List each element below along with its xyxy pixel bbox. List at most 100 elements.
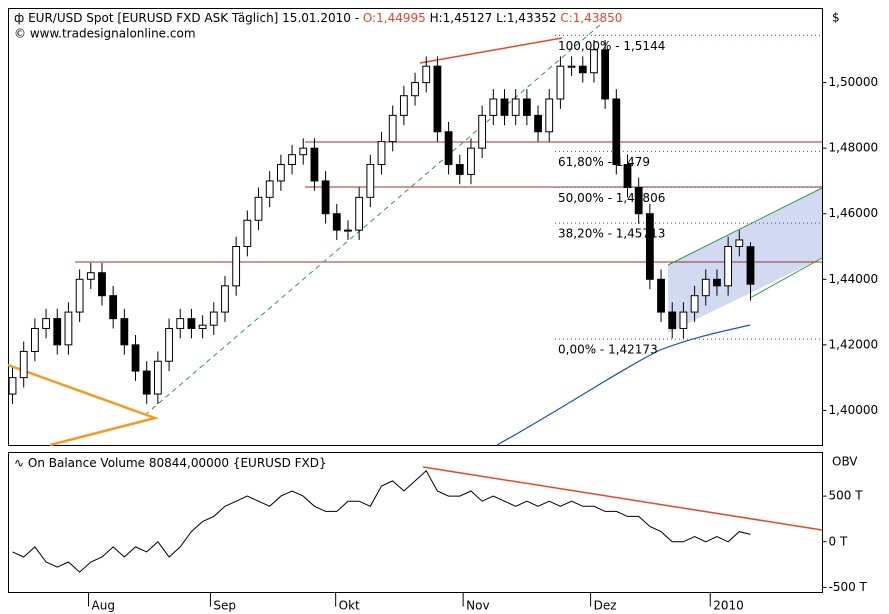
candle-body	[120, 318, 129, 346]
candle-body	[668, 311, 677, 329]
candle-body	[310, 147, 319, 182]
candle-body	[109, 295, 118, 320]
candle-body	[98, 272, 106, 297]
candle-body	[366, 164, 375, 198]
candle-body	[735, 239, 744, 248]
candle-body	[187, 318, 196, 329]
candle-body	[746, 246, 755, 285]
candle-body	[64, 311, 73, 346]
y-tick-label: 1,50000	[829, 75, 879, 89]
candle-body	[332, 213, 341, 231]
y-axis-label: $	[832, 11, 840, 25]
candle-body	[142, 370, 151, 395]
candle-body	[265, 180, 274, 198]
candle-body	[467, 147, 475, 175]
fib-label: 0,00% - 1,42173	[558, 343, 658, 357]
candle-body	[601, 49, 610, 100]
candle-body	[534, 114, 542, 133]
x-tick-label: Aug	[92, 599, 115, 613]
title-icon: ф	[14, 11, 28, 25]
candle-body	[545, 98, 554, 133]
candle-body	[153, 360, 162, 395]
candle-body	[388, 114, 397, 143]
low-label: L:1,43352	[496, 11, 556, 25]
candle-body	[478, 114, 487, 149]
obv-trend-line	[422, 466, 823, 531]
y-tick-label: -500 T	[829, 580, 868, 594]
candle-body	[30, 327, 39, 352]
candle-body	[288, 154, 296, 166]
obv-icon: ∿	[14, 456, 28, 470]
candle-body	[355, 196, 364, 231]
y-tick-label: 1,42000	[829, 337, 879, 351]
candle-body	[344, 229, 352, 232]
candle-body	[645, 213, 654, 280]
candle-body	[254, 196, 263, 221]
candle-body	[590, 49, 598, 74]
candle-body	[221, 285, 229, 313]
candle-body	[701, 278, 710, 297]
channel-upper	[667, 187, 823, 266]
candle-body	[42, 318, 50, 329]
x-tick-label: Sep	[213, 599, 236, 613]
trend-channel	[668, 188, 822, 333]
candle-body	[53, 318, 62, 346]
candle-body	[690, 295, 699, 313]
obv-panel	[8, 452, 823, 593]
fib-label: 38,20% - 1,45713	[558, 227, 665, 241]
price-panel	[8, 8, 823, 446]
candle-body	[578, 65, 587, 74]
trend-line	[419, 37, 563, 64]
x-tick-label: Okt	[339, 599, 360, 613]
x-tick-label: Dez	[594, 599, 617, 613]
chart-title-text: EUR/USD Spot [EURUSD FXD ASK Täglich] 15…	[28, 11, 359, 25]
fib-label: 50,00% - 1,46806	[558, 191, 665, 205]
fib-label: 100,00% - 1,5144	[558, 39, 665, 53]
candle-body	[75, 278, 84, 313]
candle-body	[556, 65, 565, 100]
candle-body	[679, 311, 688, 329]
obv-title-text: On Balance Volume 80844,00000 {EURUSD FX…	[28, 456, 327, 470]
chart-title: ф EUR/USD Spot [EURUSD FXD ASK Täglich] …	[14, 11, 622, 25]
x-tick-label: 2010	[713, 599, 744, 613]
candle-body	[511, 98, 520, 116]
candle-body	[321, 180, 330, 215]
candle-body	[567, 65, 576, 68]
candle-body	[612, 98, 621, 166]
candle-body	[422, 65, 431, 84]
candle-body	[86, 272, 95, 280]
y-tick-label: 500 T	[829, 489, 864, 503]
candle-body	[433, 65, 442, 133]
candle-body	[411, 82, 419, 97]
trend-line	[144, 24, 601, 416]
candle-body	[634, 186, 643, 215]
y-tick-label: 1,40000	[829, 403, 879, 417]
candle-body	[19, 350, 28, 379]
y-axis-label: OBV	[832, 455, 858, 469]
candle-body	[522, 98, 531, 116]
candle-body	[276, 164, 285, 182]
candle-body	[243, 219, 252, 248]
candle-body	[8, 377, 17, 395]
candle-body	[176, 318, 185, 329]
obv-title: ∿ On Balance Volume 80844,00000 {EURUSD …	[14, 456, 327, 470]
candle-body	[657, 278, 665, 313]
candle-body	[198, 324, 207, 329]
candle-body	[724, 246, 733, 287]
fib-label: 61,80% - 1,479	[558, 155, 650, 169]
channel-lower	[749, 257, 823, 299]
candle-body	[299, 147, 308, 156]
moving-average	[496, 324, 751, 446]
y-tick-label: 1,44000	[829, 272, 879, 286]
y-tick-label: 1,48000	[829, 141, 879, 155]
x-tick-label: Nov	[466, 599, 489, 613]
candle-body	[165, 327, 173, 362]
close-label: C:1,43850	[560, 11, 622, 25]
obv-line	[12, 470, 751, 573]
y-tick-label: 1,46000	[829, 206, 879, 220]
candle-body	[209, 311, 218, 326]
candle-body	[500, 98, 509, 116]
candle-body	[399, 95, 408, 116]
